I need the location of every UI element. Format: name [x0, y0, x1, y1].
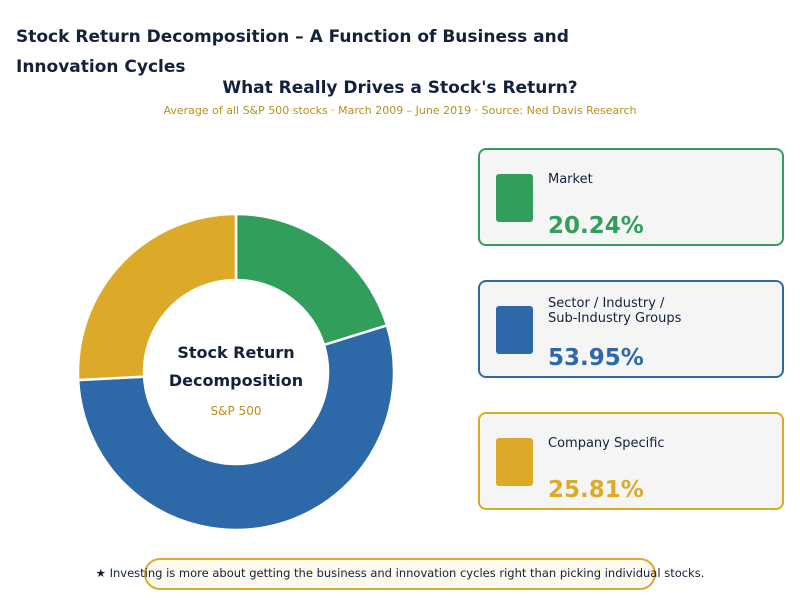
page-title: Stock Return Decomposition – A Function …	[16, 27, 569, 77]
donut-chart: Stock Return Decomposition S&P 500	[76, 212, 396, 532]
legend-card-company: Company Specific 25.81%	[478, 412, 784, 510]
donut-slice-company	[76, 212, 238, 382]
chart-subtitle: Average of all S&P 500 stocks · March 20…	[163, 104, 637, 117]
legend-value-sector: 53.95%	[548, 345, 644, 371]
legend-swatch-market	[496, 174, 533, 222]
legend-label-company: Company Specific	[548, 436, 665, 451]
legend-value-company: 25.81%	[548, 477, 644, 503]
donut-center-sublabel: S&P 500	[211, 404, 262, 418]
chart-title: What Really Drives a Stock's Return?	[222, 78, 578, 98]
footnote: ★ Investing is more about getting the bu…	[95, 566, 705, 580]
donut-slice-sector	[76, 323, 396, 532]
donut-center-label-line2: Decomposition	[169, 371, 303, 390]
donut-slice-market	[234, 212, 389, 347]
legend-card-sector: Sector / Industry / Sub-Industry Groups …	[478, 280, 784, 378]
legend-swatch-sector	[496, 306, 533, 354]
legend-value-market: 20.24%	[548, 213, 644, 239]
legend-label-market: Market	[548, 172, 593, 187]
footnote-box	[144, 558, 656, 590]
legend-label-sector: Sector / Industry / Sub-Industry Groups	[548, 296, 682, 326]
donut-center-label-line1: Stock Return	[177, 343, 294, 362]
legend-card-market: Market 20.24%	[478, 148, 784, 246]
legend-swatch-company	[496, 438, 533, 486]
